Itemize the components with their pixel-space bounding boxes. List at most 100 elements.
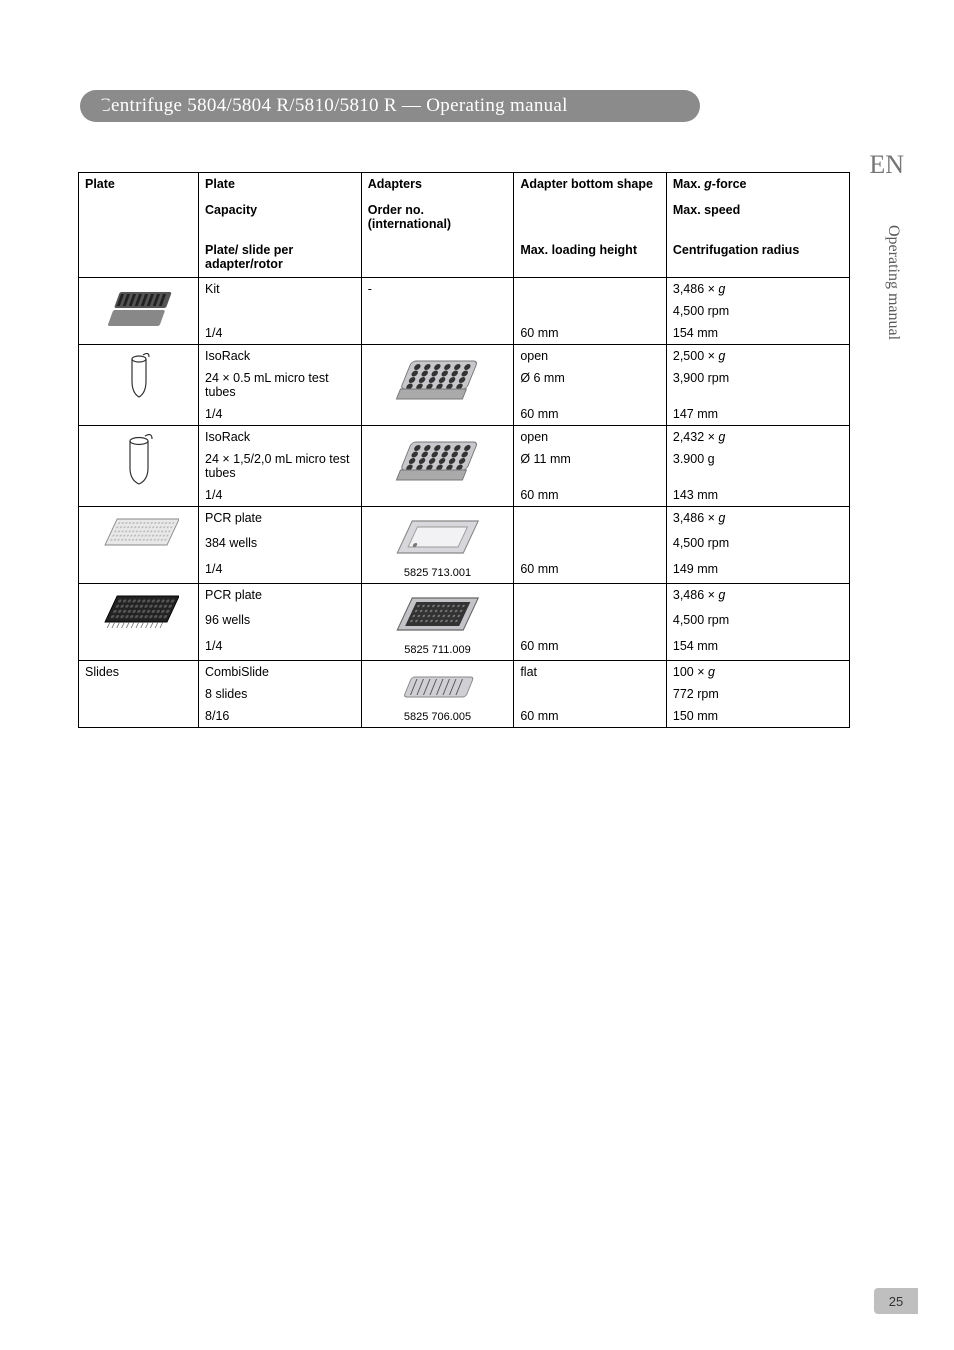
per-adapter: 1/4 <box>199 322 362 345</box>
adapter-order-no: 5825 706.005 <box>368 709 508 723</box>
capacity-cell <box>199 300 362 322</box>
header-row-2: Capacity Order no. (international) Max. … <box>79 195 850 235</box>
bottom-diameter: Ø 6 mm <box>514 367 667 403</box>
adapter-table: Plate Plate Adapters Adapter bottom shap… <box>78 172 850 728</box>
max-load-height: 60 mm <box>514 484 667 507</box>
max-speed: 4,500 rpm <box>666 532 849 557</box>
max-load-height: 60 mm <box>514 558 667 584</box>
per-adapter: 8/16 <box>199 705 362 728</box>
centrifugation-radius: 154 mm <box>666 322 849 345</box>
max-load-height: 60 mm <box>514 635 667 661</box>
plate-image-cell <box>79 278 199 345</box>
hdr-per: Plate/ slide per adapter/rotor <box>199 235 362 278</box>
max-g-force: 2,432 × g <box>666 426 849 449</box>
hdr-adapter: Adapters <box>361 173 514 196</box>
max-speed: 772 rpm <box>666 683 849 705</box>
max-speed: 3.900 g <box>666 448 849 484</box>
bottom-shape: open <box>514 345 667 368</box>
adapter-cell: 5825 711.009 <box>361 584 514 661</box>
hdr-blank-3 <box>79 235 199 278</box>
capacity-cell: 24 × 0.5 mL micro test tubes <box>199 367 362 403</box>
centrifugation-radius: 147 mm <box>666 403 849 426</box>
side-section-label: Operating manual <box>884 225 902 340</box>
page-title: Centrifuge 5804/5804 R/5810/5810 R — Ope… <box>98 95 568 117</box>
plate-desc: IsoRack <box>199 426 362 449</box>
centrifugation-radius: 143 mm <box>666 484 849 507</box>
table-row: PCR plate5825 713.0013,486 × g <box>79 507 850 533</box>
hdr-radius: Centrifugation radius <box>666 235 849 278</box>
table-body: Kit-3,486 × g4,500 rpm1/460 mm154 mmIsoR… <box>79 278 850 728</box>
max-g-force: 3,486 × g <box>666 584 849 610</box>
bottom-shape <box>514 278 667 301</box>
per-adapter: 1/4 <box>199 635 362 661</box>
bottom-diameter <box>514 683 667 705</box>
per-adapter: 1/4 <box>199 484 362 507</box>
max-g-force: 100 × g <box>666 661 849 684</box>
plate-desc: Kit <box>199 278 362 301</box>
max-load-height: 60 mm <box>514 403 667 426</box>
adapter-cell <box>361 345 514 426</box>
capacity-cell: 96 wells <box>199 609 362 634</box>
hdr-bottom: Adapter bottom shape <box>514 173 667 196</box>
plate-image-cell <box>79 507 199 584</box>
adapter-cell: - <box>361 278 514 345</box>
hdr-orderno: Order no. (international) <box>361 195 514 235</box>
bottom-diameter <box>514 609 667 634</box>
max-load-height: 60 mm <box>514 705 667 728</box>
max-g-force: 3,486 × g <box>666 507 849 533</box>
table-row: PCR plate5825 711.0093,486 × g <box>79 584 850 610</box>
hdr-blank-4 <box>361 235 514 278</box>
hdr-plate-desc: Plate <box>199 173 362 196</box>
table-row: IsoRack open2,500 × g <box>79 345 850 368</box>
plate-image-cell: Slides <box>79 661 199 728</box>
hdr-loadheight: Max. loading height <box>514 235 667 278</box>
max-speed: 4,500 rpm <box>666 300 849 322</box>
plate-image-cell <box>79 345 199 426</box>
plate-desc: CombiSlide <box>199 661 362 684</box>
centrifugation-radius: 154 mm <box>666 635 849 661</box>
bottom-diameter <box>514 532 667 557</box>
title-banner: Centrifuge 5804/5804 R/5810/5810 R — Ope… <box>80 90 700 122</box>
bottom-shape <box>514 584 667 610</box>
hdr-gforce-text: Max. g-force <box>673 177 747 191</box>
max-g-force: 3,486 × g <box>666 278 849 301</box>
plate-image-cell <box>79 584 199 661</box>
bottom-shape <box>514 507 667 533</box>
per-adapter: 1/4 <box>199 558 362 584</box>
adapter-order-no: 5825 713.001 <box>368 565 508 579</box>
plate-image-cell <box>79 426 199 507</box>
bottom-shape: open <box>514 426 667 449</box>
capacity-cell: 24 × 1,5/2,0 mL micro test tubes <box>199 448 362 484</box>
hdr-gforce: Max. g-force <box>666 173 849 196</box>
max-load-height: 60 mm <box>514 322 667 345</box>
language-code: EN <box>869 150 904 180</box>
table-row: SlidesCombiSlide5825 706.005flat100 × g <box>79 661 850 684</box>
plate-desc: IsoRack <box>199 345 362 368</box>
per-adapter: 1/4 <box>199 403 362 426</box>
hdr-maxspeed: Max. speed <box>666 195 849 235</box>
page-number: 25 <box>874 1288 918 1314</box>
header-row-1: Plate Plate Adapters Adapter bottom shap… <box>79 173 850 196</box>
capacity-cell: 8 slides <box>199 683 362 705</box>
centrifugation-radius: 150 mm <box>666 705 849 728</box>
table-row: IsoRack open2,432 × g <box>79 426 850 449</box>
max-g-force: 2,500 × g <box>666 345 849 368</box>
adapter-cell: 5825 706.005 <box>361 661 514 728</box>
centrifugation-radius: 149 mm <box>666 558 849 584</box>
adapter-cell <box>361 426 514 507</box>
banner-bullet-icon <box>86 97 104 115</box>
bottom-diameter: Ø 11 mm <box>514 448 667 484</box>
header-row-3: Plate/ slide per adapter/rotor Max. load… <box>79 235 850 278</box>
hdr-blank-2 <box>514 195 667 235</box>
capacity-cell: 384 wells <box>199 532 362 557</box>
plate-desc: PCR plate <box>199 507 362 533</box>
adapter-cell: 5825 713.001 <box>361 507 514 584</box>
max-speed: 3,900 rpm <box>666 367 849 403</box>
table-row: Kit-3,486 × g <box>79 278 850 301</box>
plate-desc: PCR plate <box>199 584 362 610</box>
bottom-shape: flat <box>514 661 667 684</box>
adapter-order-no: 5825 711.009 <box>368 642 508 656</box>
max-speed: 4,500 rpm <box>666 609 849 634</box>
hdr-blank-1 <box>79 195 199 235</box>
hdr-plate-img: Plate <box>79 173 199 196</box>
